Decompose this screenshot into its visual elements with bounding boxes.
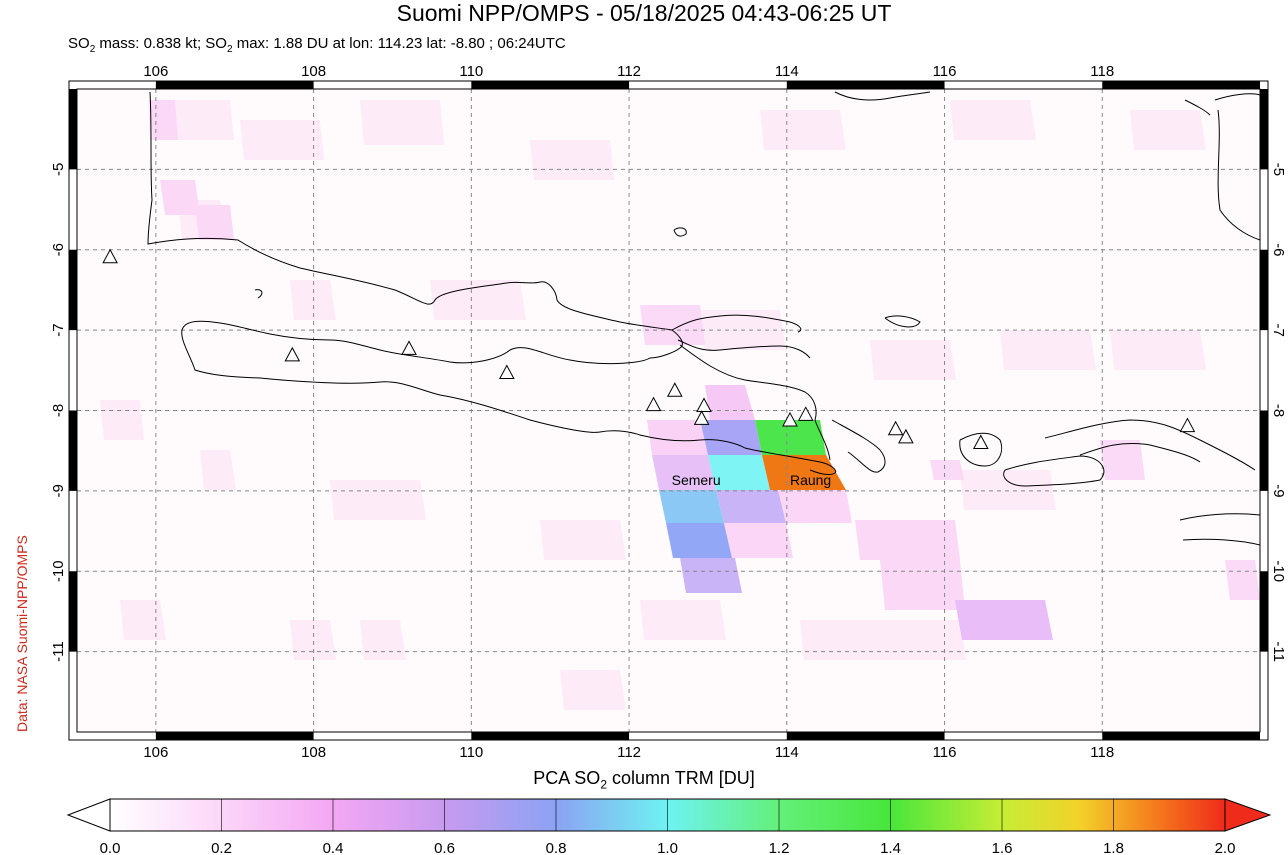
lon-tick-top: 112 bbox=[617, 63, 641, 80]
lat-tick-right: -6 bbox=[1270, 243, 1287, 256]
volcano-marker-icon bbox=[797, 406, 814, 421]
lon-tick-top: 110 bbox=[459, 63, 483, 80]
lon-tick-bottom: 108 bbox=[301, 744, 326, 761]
volcano-marker-icon bbox=[693, 410, 710, 425]
lon-tick-top: 106 bbox=[143, 63, 168, 80]
colorbar-tick-label: 1.6 bbox=[992, 840, 1013, 855]
frame-segment bbox=[1260, 89, 1268, 170]
colorbar-low-arrow bbox=[66, 798, 111, 832]
frame-segment bbox=[786, 81, 945, 89]
frame-segment bbox=[471, 81, 630, 89]
colorbar-tick-label: 0.8 bbox=[546, 840, 567, 855]
frame-segment bbox=[155, 732, 314, 740]
colorbar-tick-label: 0.6 bbox=[434, 840, 455, 855]
lat-tick-left: -11 bbox=[50, 641, 67, 662]
lat-tick-left: -8 bbox=[50, 404, 67, 417]
volcano-marker-icon bbox=[498, 364, 515, 380]
volcano-marker-icon bbox=[284, 346, 301, 362]
colorbar-tick-label: 2.0 bbox=[1215, 840, 1236, 855]
lon-tick-bottom: 114 bbox=[775, 744, 799, 761]
lat-tick-right: -8 bbox=[1270, 404, 1287, 417]
volcano-marker-icon bbox=[696, 397, 712, 412]
frame-segment bbox=[155, 81, 314, 89]
colorbar-tick-label: 1.4 bbox=[880, 840, 901, 855]
colorbar-tick-label: 0.0 bbox=[100, 840, 121, 855]
lat-tick-right: -10 bbox=[1270, 560, 1287, 582]
volcano-marker-icon bbox=[401, 340, 417, 355]
frame-segment bbox=[1260, 410, 1268, 491]
colorbar-title: PCA SO2 column TRM [DU] bbox=[533, 768, 755, 792]
volcano-label-raung: Raung bbox=[790, 472, 831, 488]
lon-tick-bottom: 112 bbox=[617, 744, 641, 761]
lon-tick-top: 116 bbox=[933, 63, 957, 80]
volcano-marker-icon bbox=[887, 420, 904, 436]
frame-segment bbox=[786, 732, 945, 740]
lon-tick-bottom: 116 bbox=[933, 744, 957, 761]
frame-segment bbox=[1102, 732, 1260, 740]
colorbar-tick-label: 1.2 bbox=[769, 840, 790, 855]
frame-segment bbox=[1102, 81, 1260, 89]
frame-segment bbox=[69, 89, 77, 170]
plume-pixel bbox=[705, 385, 755, 420]
lon-tick-top: 108 bbox=[301, 63, 326, 80]
lon-tick-bottom: 106 bbox=[143, 744, 168, 761]
volcano-marker-icon bbox=[666, 382, 683, 397]
so2-max-pixel bbox=[755, 420, 826, 455]
lon-tick-bottom: 118 bbox=[1090, 744, 1114, 761]
lat-tick-right: -11 bbox=[1270, 641, 1287, 662]
frame-segment bbox=[1260, 571, 1268, 652]
volcano-marker-icon bbox=[102, 248, 118, 264]
lat-tick-left: -6 bbox=[50, 243, 67, 256]
coastlines bbox=[147, 91, 1260, 546]
volcano-marker-icon bbox=[645, 396, 662, 412]
lat-tick-left: -10 bbox=[50, 560, 67, 582]
frame-segment bbox=[69, 410, 77, 491]
lat-tick-right: -7 bbox=[1270, 323, 1287, 336]
colorbar: 0.0 0.2 0.4 0.6 0.8 1.0 1.2 1.4 1.6 1.8 2.0 bbox=[66, 798, 1272, 855]
volcano-label-semeru: Semeru bbox=[672, 472, 721, 488]
volcano-marker-icon bbox=[1179, 417, 1196, 433]
lon-tick-top: 114 bbox=[775, 63, 799, 80]
lon-tick-top: 118 bbox=[1090, 63, 1114, 80]
colorbar-tick-label: 1.0 bbox=[657, 840, 678, 855]
colorbar-tick-label: 0.2 bbox=[211, 840, 232, 855]
frame-segment bbox=[471, 732, 630, 740]
colorbar-tick-label: 1.8 bbox=[1103, 840, 1124, 855]
volcano-marker-icon bbox=[782, 411, 798, 427]
frame-segment bbox=[69, 249, 77, 331]
lat-tick-left: -7 bbox=[50, 323, 67, 336]
frame-segment bbox=[69, 571, 77, 652]
lon-tick-bottom: 110 bbox=[459, 744, 483, 761]
lat-tick-left: -5 bbox=[50, 163, 67, 176]
colorbar-high-arrow bbox=[1224, 798, 1272, 832]
frame-segment bbox=[1260, 249, 1268, 331]
lat-tick-left: -9 bbox=[50, 484, 67, 497]
lat-tick-right: -5 bbox=[1270, 163, 1287, 176]
gridlines bbox=[77, 89, 1260, 732]
map-title: Suomi NPP/OMPS - 05/18/2025 04:43-06:25 … bbox=[396, 0, 892, 26]
so2-summary: SO2 mass: 0.838 kt; SO2 max: 1.88 DU at … bbox=[68, 35, 566, 55]
volcano-marker-icon bbox=[972, 434, 989, 449]
colorbar-tick-label: 0.4 bbox=[323, 840, 344, 855]
volcano-marker-icon bbox=[898, 428, 914, 444]
lat-tick-right: -9 bbox=[1270, 484, 1287, 497]
